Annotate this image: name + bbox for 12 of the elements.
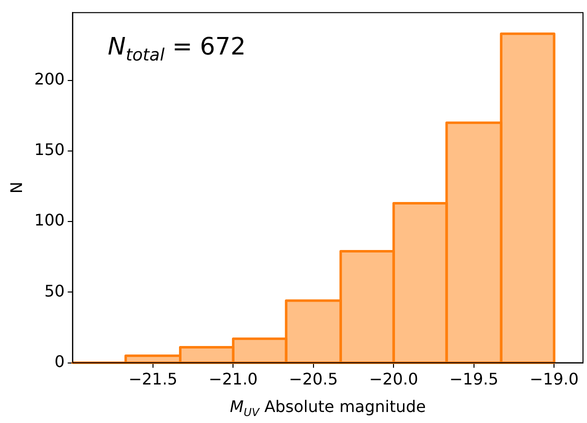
y-tick-label: 0 xyxy=(54,352,65,371)
x-tick-label: −20.5 xyxy=(288,370,338,389)
y-axis-title: N xyxy=(6,182,26,194)
x-tick-label: −19.5 xyxy=(449,370,498,389)
y-tick-label: 100 xyxy=(34,210,65,230)
y-tick-label: 50 xyxy=(44,281,65,300)
x-tick-label: −19.0 xyxy=(530,370,579,389)
x-tick-label: −21.0 xyxy=(208,370,258,389)
x-tick-label: −21.5 xyxy=(128,370,178,389)
y-tick-label: 200 xyxy=(34,70,65,89)
y-tick-label: 150 xyxy=(34,140,65,160)
x-tick-label: −20.0 xyxy=(369,370,418,389)
